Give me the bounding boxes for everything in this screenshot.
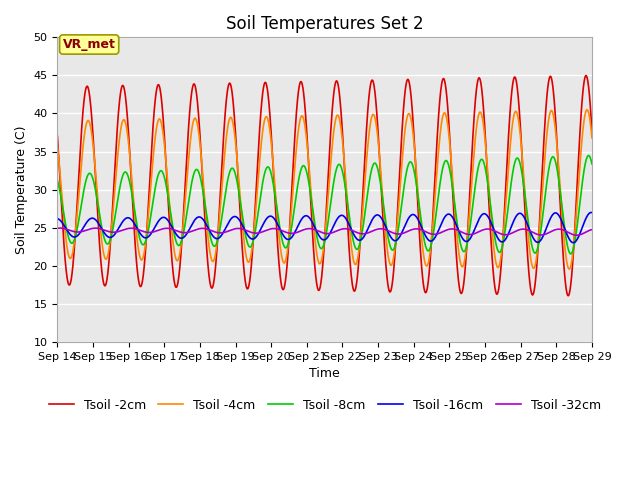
Line: Tsoil -2cm: Tsoil -2cm: [58, 75, 592, 296]
Tsoil -4cm: [54, 143, 61, 148]
Tsoil -4cm: [115, 146, 122, 152]
Tsoil -2cm: [259, 93, 266, 98]
Tsoil -32cm: [54, 226, 61, 231]
Tsoil -8cm: [578, 185, 586, 191]
Tsoil -16cm: [578, 227, 586, 232]
Text: VR_met: VR_met: [63, 38, 116, 51]
Tsoil -2cm: [564, 293, 572, 299]
Line: Tsoil -32cm: Tsoil -32cm: [58, 228, 592, 235]
Title: Soil Temperatures Set 2: Soil Temperatures Set 2: [226, 15, 424, 33]
Tsoil -16cm: [54, 216, 61, 222]
Tsoil -2cm: [147, 172, 154, 178]
Tsoil -2cm: [115, 111, 122, 117]
Tsoil -16cm: [588, 210, 595, 216]
Tsoil -4cm: [520, 176, 528, 181]
Tsoil -4cm: [282, 258, 289, 264]
Tsoil -8cm: [585, 153, 593, 158]
Tsoil -16cm: [588, 210, 596, 216]
X-axis label: Time: Time: [309, 367, 340, 380]
Tsoil -32cm: [147, 229, 154, 235]
Tsoil -2cm: [54, 133, 61, 139]
Tsoil -32cm: [588, 227, 596, 232]
Tsoil -4cm: [578, 141, 586, 146]
Y-axis label: Soil Temperature (C): Soil Temperature (C): [15, 125, 28, 254]
Tsoil -2cm: [520, 187, 528, 193]
Tsoil -16cm: [570, 240, 577, 246]
Tsoil -16cm: [115, 226, 122, 231]
Tsoil -8cm: [282, 245, 289, 251]
Line: Tsoil -4cm: Tsoil -4cm: [58, 110, 592, 269]
Tsoil -2cm: [282, 277, 289, 283]
Tsoil -4cm: [147, 192, 154, 197]
Tsoil -32cm: [578, 231, 586, 237]
Tsoil -4cm: [259, 131, 266, 136]
Tsoil -32cm: [115, 228, 122, 234]
Tsoil -2cm: [582, 72, 590, 78]
Tsoil -32cm: [520, 226, 528, 232]
Tsoil -8cm: [520, 183, 528, 189]
Tsoil -32cm: [259, 229, 266, 235]
Tsoil -8cm: [115, 193, 122, 199]
Tsoil -8cm: [54, 178, 61, 183]
Tsoil -32cm: [573, 232, 580, 238]
Tsoil -8cm: [259, 181, 266, 187]
Tsoil -4cm: [588, 135, 596, 141]
Tsoil -4cm: [565, 266, 573, 272]
Tsoil -16cm: [520, 214, 528, 220]
Tsoil -4cm: [583, 107, 591, 113]
Legend: Tsoil -2cm, Tsoil -4cm, Tsoil -8cm, Tsoil -16cm, Tsoil -32cm: Tsoil -2cm, Tsoil -4cm, Tsoil -8cm, Tsoi…: [44, 394, 605, 417]
Tsoil -16cm: [282, 235, 289, 241]
Tsoil -32cm: [56, 225, 64, 231]
Tsoil -8cm: [588, 161, 596, 167]
Line: Tsoil -8cm: Tsoil -8cm: [58, 156, 592, 254]
Tsoil -16cm: [259, 223, 266, 229]
Tsoil -32cm: [282, 229, 289, 235]
Tsoil -16cm: [147, 232, 154, 238]
Tsoil -2cm: [588, 128, 596, 133]
Tsoil -8cm: [567, 251, 575, 257]
Line: Tsoil -16cm: Tsoil -16cm: [58, 213, 592, 243]
Tsoil -8cm: [147, 217, 154, 223]
Tsoil -2cm: [578, 104, 586, 110]
